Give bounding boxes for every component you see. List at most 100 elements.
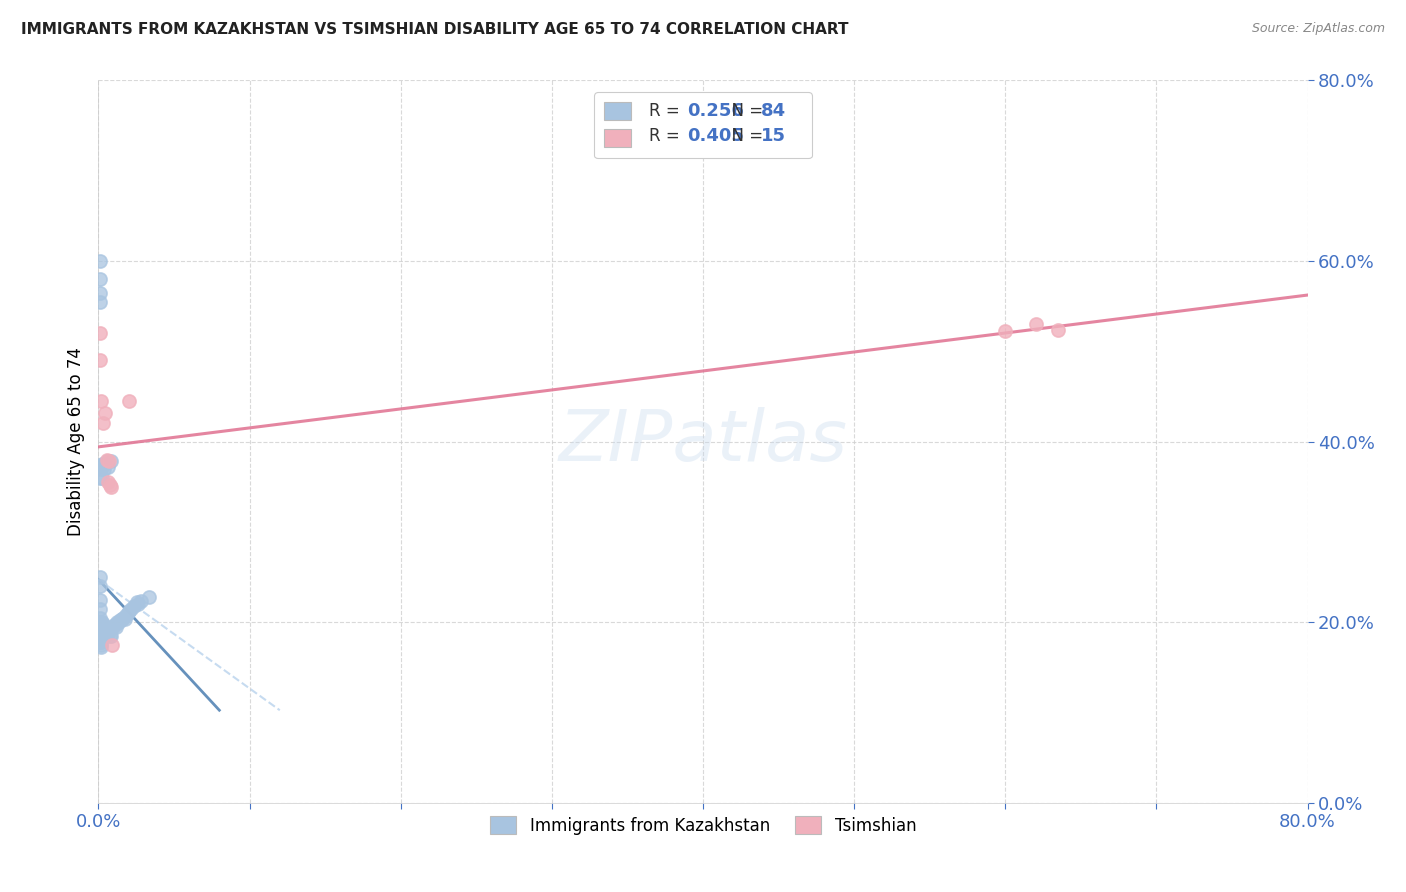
Point (89, 285, 111, 300)
Point (96, 454, 118, 468)
Point (98, 478, 121, 492)
Point (1047, 323, 1070, 337)
Point (97, 475, 120, 490)
Point (90, 618, 112, 632)
Point (100, 622, 122, 636)
Point (114, 612, 136, 626)
Point (98, 629, 121, 643)
Point (110, 613, 132, 627)
Point (101, 638, 124, 652)
Point (120, 601, 142, 615)
Text: 84: 84 (761, 102, 786, 120)
Point (118, 604, 141, 618)
Point (89, 623, 111, 637)
Point (89, 294, 111, 309)
Point (89, 620, 111, 634)
Point (93, 461, 115, 475)
Point (104, 617, 127, 632)
Point (94, 627, 117, 641)
Point (90, 633, 112, 648)
Text: 0.405: 0.405 (688, 127, 744, 145)
Point (105, 615, 128, 630)
Point (108, 615, 131, 630)
Point (93, 629, 115, 643)
Point (127, 597, 149, 611)
Point (100, 454, 122, 468)
Point (89, 353, 111, 368)
Point (90, 615, 112, 630)
Point (90, 638, 112, 652)
Point (90, 457, 112, 471)
Point (91, 631, 114, 645)
Text: IMMIGRANTS FROM KAZAKHSTAN VS TSIMSHIAN DISABILITY AGE 65 TO 74 CORRELATION CHAR: IMMIGRANTS FROM KAZAKHSTAN VS TSIMSHIAN … (21, 22, 849, 37)
Point (89, 601, 111, 615)
Text: 15: 15 (761, 127, 786, 145)
Point (91, 626, 114, 640)
Point (90, 393, 112, 408)
Point (90, 471, 112, 485)
Point (90, 631, 112, 645)
Point (96, 624, 118, 639)
Point (97, 627, 120, 641)
Point (131, 594, 153, 608)
Point (115, 607, 138, 622)
Point (90, 629, 112, 643)
Point (90, 623, 112, 637)
Point (103, 618, 125, 632)
Point (94, 624, 117, 639)
Text: R =: R = (648, 102, 685, 120)
Point (122, 599, 145, 613)
Y-axis label: Disability Age 65 to 74: Disability Age 65 to 74 (66, 347, 84, 536)
Point (104, 620, 127, 634)
Point (97, 624, 120, 639)
Point (89, 635, 111, 649)
Text: N =: N = (721, 102, 769, 120)
Point (91, 622, 114, 636)
Point (94, 406, 117, 420)
Point (90, 640, 112, 655)
Point (91, 623, 114, 637)
Text: ZIPatlas: ZIPatlas (558, 407, 848, 476)
Point (89, 626, 111, 640)
Point (90, 617, 112, 632)
Point (111, 612, 134, 626)
Point (89, 633, 111, 648)
Point (93, 620, 115, 634)
Text: Source: ZipAtlas.com: Source: ZipAtlas.com (1251, 22, 1385, 36)
Point (89, 629, 111, 643)
Point (90, 620, 112, 634)
Point (96, 452, 118, 467)
Point (90, 624, 112, 639)
Point (98, 454, 121, 468)
Point (91, 617, 114, 632)
Point (94, 457, 117, 471)
Point (101, 620, 124, 634)
Point (97, 459, 120, 474)
Point (96, 627, 118, 641)
Point (118, 393, 141, 408)
Point (91, 629, 114, 643)
Point (89, 254, 111, 268)
Point (138, 590, 160, 604)
Point (91, 417, 114, 431)
Point (93, 626, 115, 640)
Point (91, 620, 114, 634)
Text: R =: R = (648, 127, 685, 145)
Point (90, 461, 112, 475)
Point (89, 592, 111, 607)
Point (100, 480, 122, 494)
Point (112, 610, 135, 624)
Point (89, 570, 111, 584)
Point (994, 324, 1017, 338)
Point (89, 617, 111, 632)
Point (90, 615, 112, 630)
Point (89, 615, 111, 630)
Text: 0.256: 0.256 (688, 102, 744, 120)
Point (89, 579, 111, 593)
Point (89, 272, 111, 286)
Point (90, 635, 112, 649)
Point (91, 457, 114, 471)
Point (94, 623, 117, 637)
Point (93, 623, 115, 637)
Point (125, 595, 148, 609)
